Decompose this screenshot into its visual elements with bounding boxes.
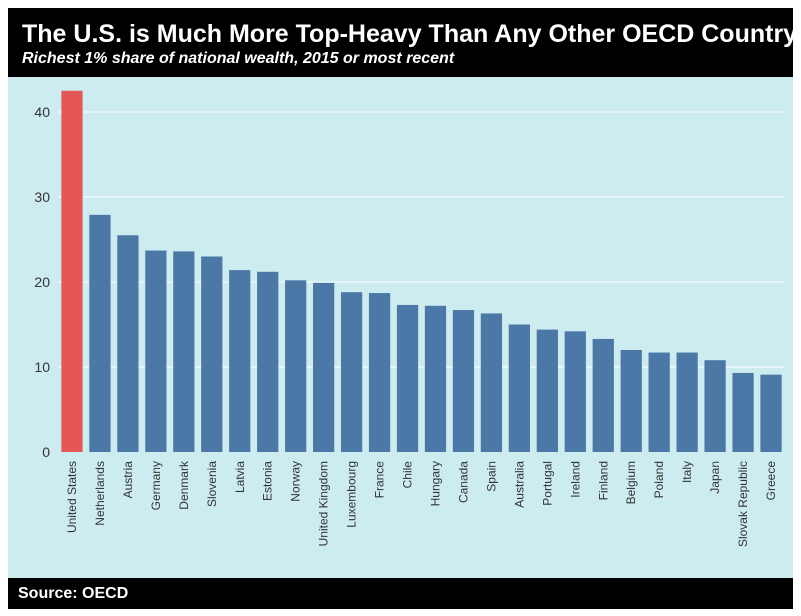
bar xyxy=(564,331,586,452)
bar xyxy=(508,324,530,452)
x-tick-label: Chile xyxy=(401,461,415,489)
bar xyxy=(117,235,139,452)
bar xyxy=(229,270,251,452)
x-tick-label: United Kingdom xyxy=(317,461,331,546)
x-tick-label: Slovak Republic xyxy=(736,461,750,547)
x-tick-label: Denmark xyxy=(177,460,191,510)
x-tick-label: Latvia xyxy=(233,461,247,493)
x-tick-label: Austria xyxy=(121,461,135,499)
x-tick-label: Greece xyxy=(764,461,778,501)
x-tick-label: Hungary xyxy=(428,461,442,506)
y-tick-label: 20 xyxy=(34,274,50,290)
bar xyxy=(313,282,335,452)
x-tick-label: Estonia xyxy=(261,461,275,501)
x-tick-label: Germany xyxy=(149,461,163,510)
bar xyxy=(201,256,223,452)
bar xyxy=(732,372,754,452)
bar xyxy=(536,329,558,452)
x-tick-label: Poland xyxy=(652,461,666,498)
bar xyxy=(424,305,447,452)
x-tick-label: United States xyxy=(65,461,79,533)
y-tick-label: 30 xyxy=(34,189,50,205)
source-note: Source: OECD xyxy=(18,585,129,602)
x-tick-label: Finland xyxy=(596,461,610,500)
chart-subtitle: Richest 1% share of national wealth, 201… xyxy=(22,50,455,67)
bar xyxy=(368,293,391,452)
bar xyxy=(257,271,279,452)
chart-title: The U.S. is Much More Top-Heavy Than Any… xyxy=(22,20,798,48)
y-tick-label: 10 xyxy=(34,359,50,375)
bar xyxy=(145,250,167,452)
bar xyxy=(620,350,642,452)
x-tick-label: Canada xyxy=(456,461,470,503)
chart-footer: Source: OECD xyxy=(8,578,793,609)
x-tick-label: Norway xyxy=(289,461,303,502)
bar xyxy=(648,352,670,452)
bar-chart: 0 10 20 30 40 United States Netherlands Austria… xyxy=(34,90,785,547)
bar xyxy=(61,90,83,452)
bar xyxy=(173,251,195,452)
x-tick-label: France xyxy=(373,461,387,499)
x-tick-label: Japan xyxy=(708,461,722,494)
x-tick-label: Luxembourg xyxy=(345,461,359,528)
bar xyxy=(89,214,111,452)
x-tick-label: Ireland xyxy=(568,461,582,498)
x-tick-label: Belgium xyxy=(624,461,638,504)
bar xyxy=(592,338,614,452)
plot-area: 0 10 20 30 40 United States Netherlands Austria… xyxy=(8,77,793,578)
bar xyxy=(285,280,307,452)
bar xyxy=(704,360,726,452)
x-tick-label: Spain xyxy=(484,461,498,492)
x-tick-label: Italy xyxy=(680,461,694,483)
bar xyxy=(396,304,419,452)
bar xyxy=(480,313,503,452)
bar xyxy=(676,352,698,452)
y-tick-label: 40 xyxy=(34,104,50,120)
bar xyxy=(760,374,782,452)
bar xyxy=(340,292,363,452)
x-tick-label: Australia xyxy=(512,461,526,508)
y-tick-label: 0 xyxy=(42,444,50,460)
chart-header: The U.S. is Much More Top-Heavy Than Any… xyxy=(8,8,798,77)
bar xyxy=(452,310,475,452)
x-tick-label: Netherlands xyxy=(93,461,107,526)
x-tick-label: Portugal xyxy=(540,461,554,506)
x-tick-label: Slovenia xyxy=(205,461,219,507)
